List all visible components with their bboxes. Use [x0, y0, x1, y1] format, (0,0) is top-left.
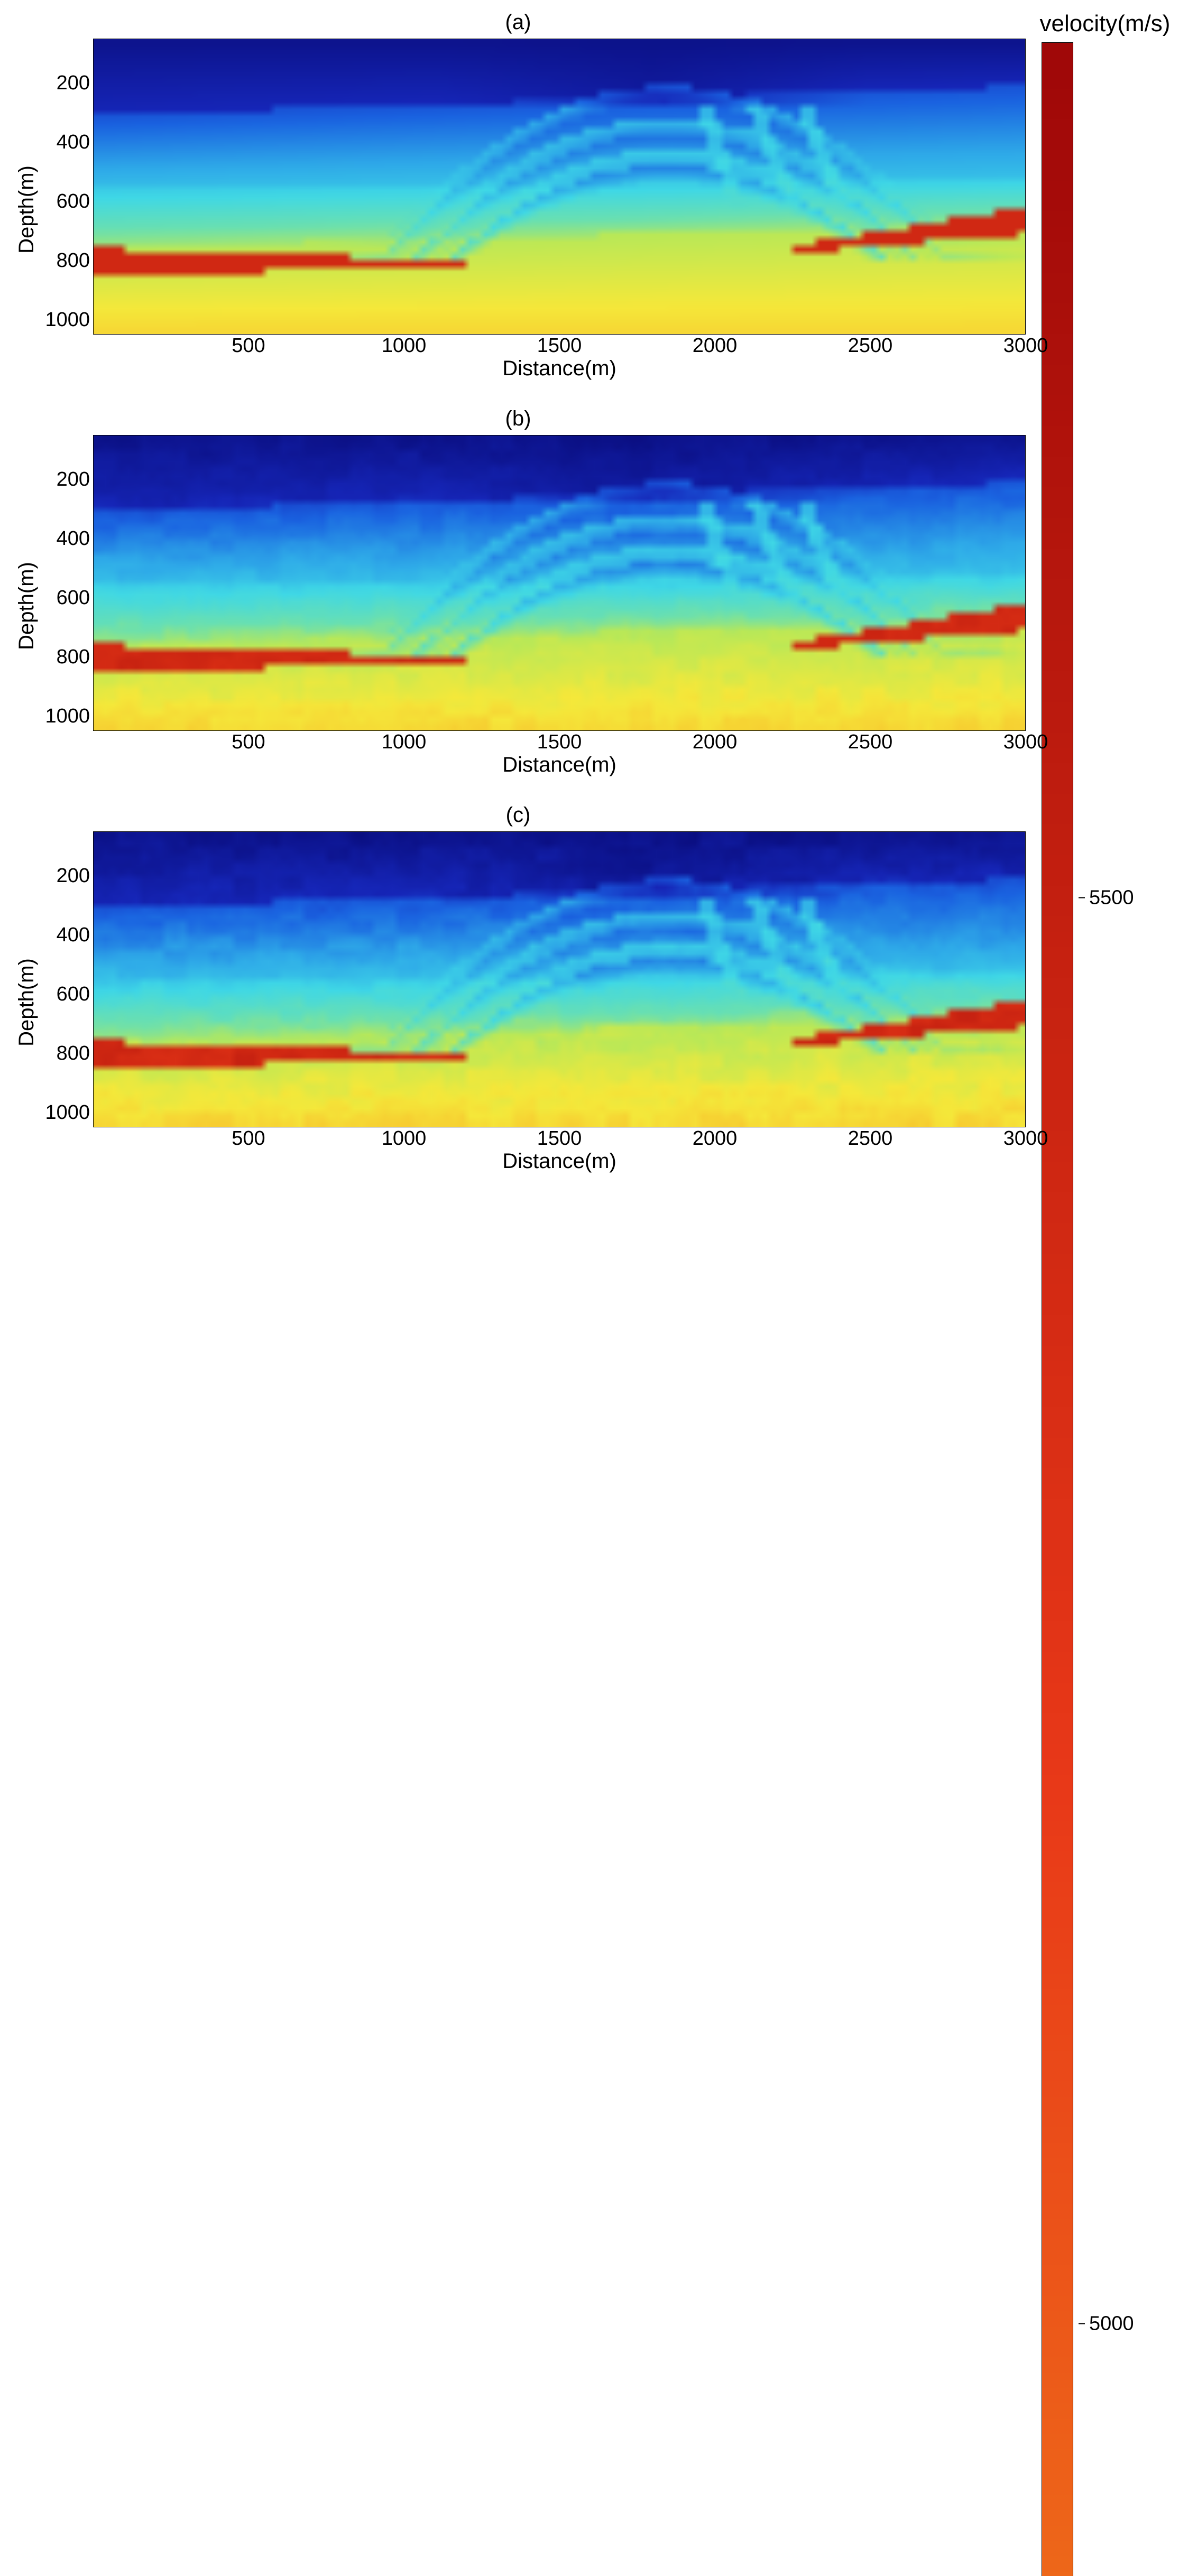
- yticks: 200 400 600 800 1000: [42, 831, 93, 1127]
- xtick: 2000: [693, 731, 738, 754]
- ytick: 1000: [45, 310, 90, 330]
- plot-wrap: Depth(m) 200 400 600 800 1000 500 1000 1500 2000 2…: [11, 831, 1026, 1173]
- xtick: 500: [232, 731, 265, 754]
- ytick: 600: [57, 984, 90, 1004]
- ytick: 200: [57, 469, 90, 489]
- xtick: 1500: [537, 731, 582, 754]
- colorbar-strip: [1042, 42, 1073, 2576]
- xtick: 2500: [848, 731, 893, 754]
- ytick: 400: [57, 132, 90, 152]
- ylabel-box: Depth(m): [11, 435, 42, 777]
- ytick: 600: [57, 588, 90, 608]
- ytick: 400: [57, 925, 90, 945]
- figure-container: (a) Depth(m) 200 400 600 800 1000 500 1000 1500 20…: [11, 11, 1168, 2576]
- colorbar-tick: 5000: [1079, 2312, 1134, 2335]
- xlabel: Distance(m): [93, 1150, 1026, 1173]
- ytick: 400: [57, 529, 90, 549]
- ylabel-box: Depth(m): [11, 831, 42, 1173]
- plot-box: 50010001500200025003000Distance(m): [93, 39, 1026, 381]
- xtick: 3000: [1003, 731, 1048, 754]
- ylabel: Depth(m): [15, 165, 39, 254]
- colorbar-row: 150020002500300035004000450050005500: [1042, 42, 1168, 2576]
- ytick: 600: [57, 191, 90, 211]
- ytick: 800: [57, 251, 90, 271]
- ylabel: Depth(m): [15, 562, 39, 650]
- plot-wrap: Depth(m) 200 400 600 800 1000 500 1000 1500 2000 2…: [11, 39, 1026, 381]
- colorbar: velocity(m/s) 15002000250030003500400045…: [1042, 11, 1168, 2576]
- xticks: 50010001500200025003000: [93, 335, 1026, 356]
- plot-wrap: Depth(m) 200 400 600 800 1000 500 1000 1500 2000 2…: [11, 435, 1026, 777]
- yticks: 200 400 600 800 1000: [42, 39, 93, 335]
- plot-box: 50010001500200025003000Distance(m): [93, 435, 1026, 777]
- xtick: 2000: [693, 335, 738, 357]
- xtick: 1000: [382, 1127, 427, 1150]
- yticks: 200 400 600 800 1000: [42, 435, 93, 731]
- xtick: 1500: [537, 335, 582, 357]
- heatmap-b: [93, 435, 1026, 731]
- colorbar-tick: 5500: [1079, 886, 1134, 909]
- xtick: 3000: [1003, 335, 1048, 357]
- ytick: 800: [57, 1043, 90, 1063]
- ylabel-box: Depth(m): [11, 39, 42, 381]
- xtick: 1000: [382, 335, 427, 357]
- xticks: 50010001500200025003000: [93, 1127, 1026, 1148]
- panel-a: (a) Depth(m) 200 400 600 800 1000 500 1000 1500 20…: [11, 11, 1026, 381]
- ytick: 1000: [45, 706, 90, 726]
- heatmap-a: [93, 39, 1026, 335]
- plot-box: 50010001500200025003000Distance(m): [93, 831, 1026, 1173]
- ytick: 800: [57, 647, 90, 667]
- xtick: 1500: [537, 1127, 582, 1150]
- xtick: 3000: [1003, 1127, 1048, 1150]
- xtick: 500: [232, 335, 265, 357]
- panel-title-c: (c): [11, 803, 1026, 827]
- xlabel: Distance(m): [93, 753, 1026, 777]
- colorbar-title: velocity(m/s): [1040, 11, 1171, 37]
- xtick: 1000: [382, 731, 427, 754]
- xtick: 2000: [693, 1127, 738, 1150]
- xtick: 2500: [848, 335, 893, 357]
- panel-title-b: (b): [11, 407, 1026, 431]
- ytick: 1000: [45, 1102, 90, 1123]
- panel-c: (c) Depth(m) 200 400 600 800 1000 500 1000 1500 20…: [11, 803, 1026, 1173]
- ytick: 200: [57, 866, 90, 886]
- heatmap-c: [93, 831, 1026, 1127]
- panel-b: (b) Depth(m) 200 400 600 800 1000 500 1000 1500 20…: [11, 407, 1026, 777]
- ylabel: Depth(m): [15, 958, 39, 1046]
- panels-column: (a) Depth(m) 200 400 600 800 1000 500 1000 1500 20…: [11, 11, 1026, 2576]
- colorbar-ticks: 150020002500300035004000450050005500: [1073, 42, 1168, 2576]
- ytick: 200: [57, 73, 90, 93]
- xtick: 500: [232, 1127, 265, 1150]
- panel-title-a: (a): [11, 11, 1026, 34]
- xlabel: Distance(m): [93, 357, 1026, 381]
- xtick: 2500: [848, 1127, 893, 1150]
- xticks: 50010001500200025003000: [93, 731, 1026, 752]
